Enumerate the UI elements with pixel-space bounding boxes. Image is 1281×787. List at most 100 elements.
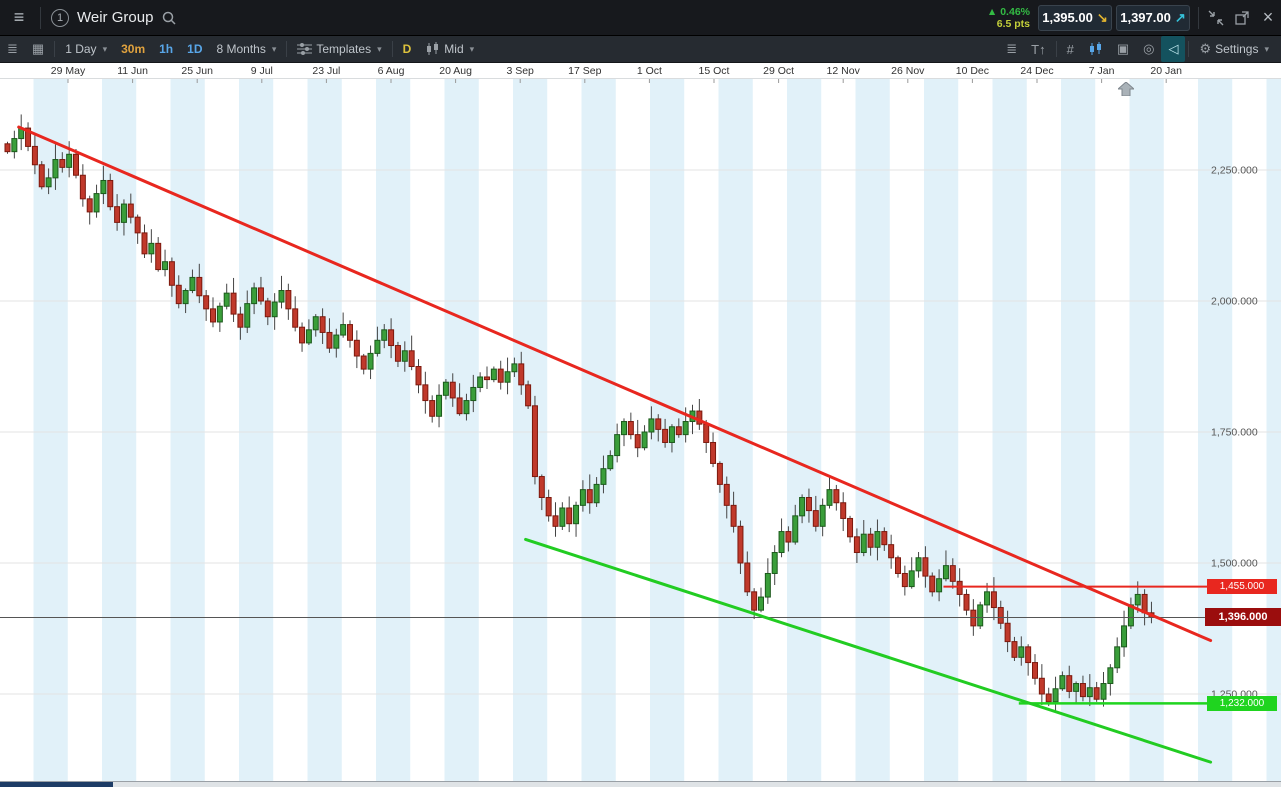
candle-body (319, 316, 326, 333)
candle-body (436, 394, 443, 417)
candle-body (758, 596, 764, 611)
sell-price-button[interactable]: 1,395.00 ↘ (1038, 4, 1112, 31)
candle-body (120, 203, 127, 223)
candle-body (1114, 646, 1121, 669)
candle-body (374, 339, 381, 354)
templates-dropdown[interactable]: Templates ▾ (290, 36, 388, 62)
price-chart[interactable]: 2,250.0002,000.0001,750.0001,500.0001,25… (0, 79, 1281, 781)
candle-body (45, 177, 52, 188)
instrument-number-icon[interactable]: 1 (51, 8, 69, 27)
bottom-right-block (113, 782, 1281, 787)
candle-body (1066, 675, 1073, 692)
candle-body (340, 324, 347, 336)
back-tool-button[interactable]: ◁ (1161, 36, 1186, 62)
chart-area[interactable]: 2,250.000 2,000.000 1,750.000 1,500.000 1,25… (0, 79, 1281, 781)
candle-body (600, 468, 607, 485)
main-menu-button[interactable]: ≡ (2, 0, 36, 36)
candle-body (1045, 693, 1052, 703)
toolbar-right-group: ≣ T↑ # ▣ ◎ ◁ ⚙ Settings (999, 36, 1281, 62)
candle-body (675, 426, 682, 436)
chevron-down-icon: ▾ (1264, 43, 1269, 54)
candle-body (381, 329, 388, 341)
candle-body (1134, 593, 1141, 606)
layers-icon: ▣ (1116, 41, 1130, 56)
hash-icon: # (1066, 41, 1074, 57)
change-percent: ▲ 0.46% (986, 5, 1030, 18)
popout-window-button[interactable] (1229, 0, 1255, 36)
candle-body (196, 276, 203, 297)
search-button[interactable] (161, 10, 177, 26)
candle-body (881, 531, 888, 546)
date-tick-label: 29 Oct (763, 65, 795, 77)
date-tick-label: 12 Nov (826, 65, 860, 77)
candle-body (1059, 675, 1066, 690)
price-source-dropdown[interactable]: Mid ▾ (418, 36, 481, 62)
candle-body (922, 557, 929, 577)
candle-body (723, 483, 730, 506)
date-tick-label: 7 Jan (1088, 65, 1115, 77)
candle-body (826, 489, 833, 506)
price-axis-labels: 2,250.0002,000.0001,750.0001,500.0001,25… (1211, 165, 1258, 701)
jump-to-latest-button[interactable] (1116, 81, 1136, 101)
candle-body (573, 504, 580, 525)
candle-body (518, 363, 525, 386)
candle-body (278, 290, 285, 303)
candle-body (203, 295, 210, 310)
support-price-badge: 1,232.000 (1207, 695, 1277, 711)
candle-body (792, 515, 799, 543)
candle-body (874, 531, 881, 548)
order-panel-button[interactable]: ≣ (0, 36, 25, 62)
timeframe-dropdown[interactable]: 1 Day ▾ (65, 42, 108, 56)
tf-1h-button[interactable]: 1h (159, 42, 174, 56)
chart-type-candles-button[interactable] (1081, 36, 1110, 62)
price-change-block: ▲ 0.46% 6.5 pts (987, 6, 1038, 30)
candle-body (949, 565, 956, 582)
candle-body (744, 562, 751, 593)
gridlines-toggle-button[interactable]: # (1060, 36, 1081, 62)
candle-body (4, 143, 11, 153)
settings-dropdown[interactable]: ⚙ Settings ▾ (1199, 41, 1269, 56)
candle-body (401, 350, 408, 362)
date-tick-label: 23 Jul (312, 65, 341, 77)
collapse-window-button[interactable] (1203, 0, 1229, 36)
candle-body (511, 363, 518, 373)
date-tick-label: 17 Sep (568, 65, 602, 77)
search-icon (163, 11, 176, 25)
candle-body (682, 421, 689, 436)
bars-icon (425, 42, 440, 56)
bottom-left-block (0, 782, 113, 787)
candle-body (833, 489, 840, 504)
candle-body (271, 301, 278, 318)
down-trendline[interactable] (17, 125, 1213, 643)
candle-body (641, 431, 648, 449)
grid-icon: ▦ (31, 41, 45, 56)
date-tick-label: 20 Aug (439, 65, 472, 77)
tf-30m-button[interactable]: 30m (121, 42, 146, 56)
candle-body (25, 127, 32, 147)
range-dropdown[interactable]: 8 Months ▾ (216, 42, 277, 56)
close-window-button[interactable]: × (1255, 0, 1281, 36)
magnet-snap-button[interactable]: ◎ (1136, 36, 1161, 62)
text-annotation-button[interactable]: T↑ (1024, 36, 1052, 62)
date-tick-label: 25 Jun (181, 65, 213, 77)
change-points: 6.5 pts (996, 17, 1030, 30)
bottom-strip (0, 781, 1281, 787)
buy-price-button[interactable]: 1,397.00 ↗ (1116, 4, 1190, 31)
layout-grid-button[interactable]: ▦ (25, 36, 51, 62)
candle-body (305, 329, 312, 344)
candle-body (52, 159, 59, 179)
candle-body (394, 345, 401, 362)
date-tick-label: 1 Oct (636, 65, 662, 77)
sell-price: 1,395.00 (1042, 10, 1093, 25)
candle-body (710, 441, 717, 464)
session-d-button[interactable]: D (402, 42, 412, 56)
candle-body (353, 339, 360, 357)
candle-body (251, 287, 258, 305)
data-window-button[interactable]: ≣ (999, 36, 1024, 62)
date-tick-label: 24 Dec (1020, 65, 1054, 77)
tf-1d-button[interactable]: 1D (187, 42, 203, 56)
buy-price: 1,397.00 (1120, 10, 1171, 25)
compare-overlay-button[interactable]: ▣ (1110, 36, 1136, 62)
candle-body (73, 153, 79, 176)
support-trendline[interactable] (524, 537, 1213, 764)
